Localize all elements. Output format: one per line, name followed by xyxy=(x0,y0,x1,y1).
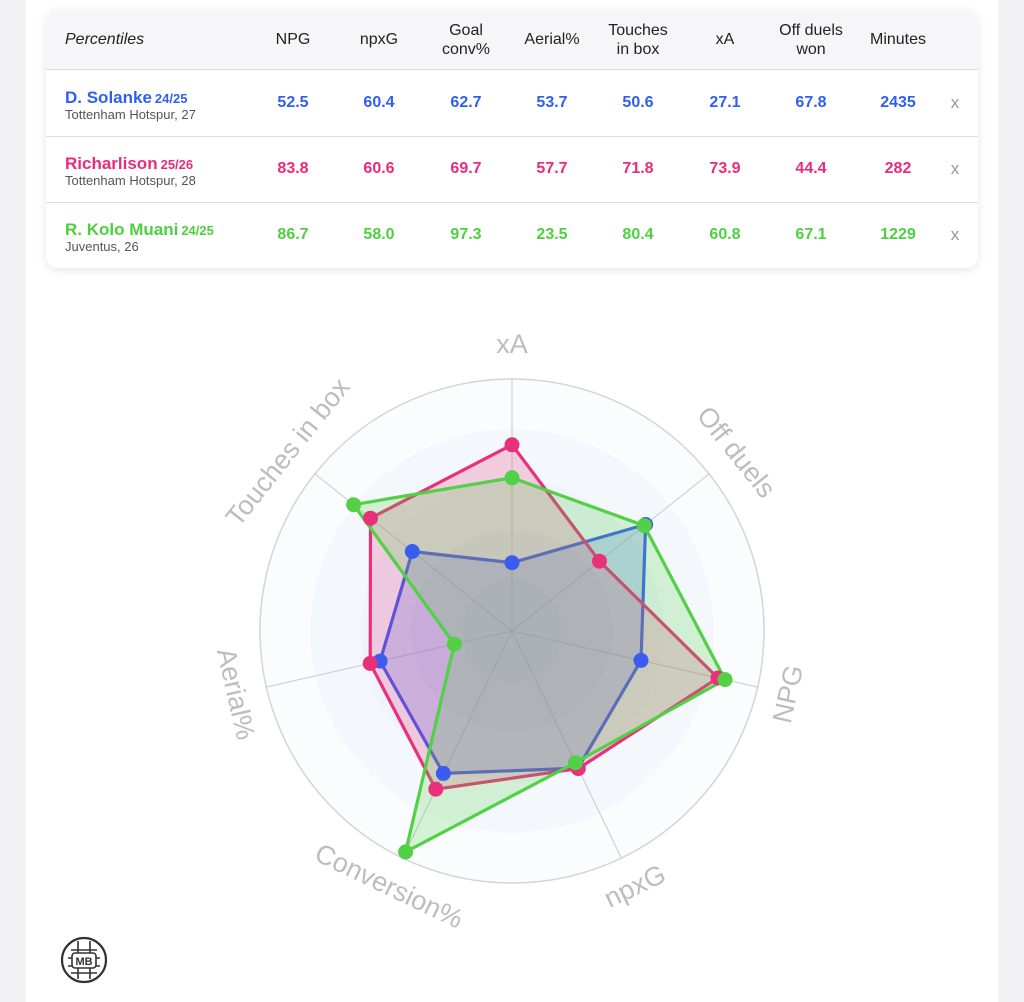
axis-label-5: Aerial% xyxy=(211,645,261,742)
radar-spoke-4 xyxy=(402,630,513,859)
cell-aerial: 23.5 xyxy=(536,226,568,243)
cell-goal-conv: 62.7 xyxy=(450,94,482,111)
logo-text: MB xyxy=(75,956,92,968)
cell-off-duels-won: 67.1 xyxy=(795,226,827,243)
data-point-2-0 xyxy=(504,470,520,486)
comparison-table: Percentiles NPG npxG Goal conv% Aerial% … xyxy=(46,10,978,268)
data-point-0-6 xyxy=(404,544,420,559)
player-name: D. Solanke 24/25 xyxy=(65,88,187,108)
data-point-2-2 xyxy=(717,672,733,688)
table-row-solanke: D. Solanke 24/25 Tottenham Hotspur, 27 52… xyxy=(46,70,978,137)
axis-label-3: npxG xyxy=(599,859,670,914)
player-season: 24/25 xyxy=(181,223,214,238)
header-aerial: Aerial% xyxy=(524,31,580,48)
cell-xa: 60.8 xyxy=(709,226,741,243)
axis-label-0: xA xyxy=(496,329,528,359)
remove-player-button[interactable]: x xyxy=(950,159,960,178)
cell-aerial: 57.7 xyxy=(536,160,568,177)
cell-minutes: 282 xyxy=(884,160,912,177)
data-point-1-6 xyxy=(363,510,378,526)
remove-player-button[interactable]: x xyxy=(950,225,960,244)
table-header: Percentiles NPG npxG Goal conv% Aerial% … xyxy=(46,10,978,70)
header-percentiles: Percentiles xyxy=(65,31,145,48)
player-club: Tottenham Hotspur, 28 xyxy=(65,173,196,188)
data-point-2-6 xyxy=(346,497,362,513)
cell-npxg: 60.4 xyxy=(363,94,395,111)
radar-spoke-3 xyxy=(511,630,622,859)
player-name: Richarlison 25/26 xyxy=(65,154,193,174)
data-point-1-4 xyxy=(428,781,444,797)
header-touches-in-box: Touches in box xyxy=(608,21,668,58)
cell-goal-conv: 97.3 xyxy=(450,226,482,243)
header-npxg: npxG xyxy=(359,31,399,48)
cell-goal-conv: 69.7 xyxy=(450,160,482,177)
data-point-0-4 xyxy=(435,765,451,781)
cell-touches-in-box: 71.8 xyxy=(622,160,654,177)
cell-npxg: 58.0 xyxy=(363,226,395,243)
player-name-text: R. Kolo Muani xyxy=(65,220,179,239)
data-point-1-1 xyxy=(592,553,607,569)
series-area-1 xyxy=(368,443,720,791)
radar-spoke-5 xyxy=(266,630,513,688)
data-point-2-4 xyxy=(398,844,414,860)
cell-xa: 27.1 xyxy=(709,94,741,111)
data-point-1-5 xyxy=(362,655,378,671)
cell-touches-in-box: 80.4 xyxy=(622,226,654,243)
radar-spoke-1 xyxy=(511,473,710,632)
cell-aerial: 53.7 xyxy=(536,94,568,111)
data-point-2-1 xyxy=(636,518,652,534)
player-club: Juventus, 26 xyxy=(65,239,139,254)
cell-off-duels-won: 44.4 xyxy=(795,160,827,177)
player-name-text: Richarlison xyxy=(65,154,158,173)
cell-off-duels-won: 67.8 xyxy=(795,94,827,111)
data-point-0-2 xyxy=(633,652,649,668)
player-name-text: D. Solanke xyxy=(65,88,152,107)
cell-npxg: 60.6 xyxy=(363,160,395,177)
cell-npg: 86.7 xyxy=(277,226,309,243)
table-row-richarlison: Richarlison 25/26 Tottenham Hotspur, 28 8… xyxy=(46,136,978,203)
data-point-0-0 xyxy=(504,555,520,571)
player-season: 25/26 xyxy=(160,157,194,172)
cell-npg: 83.8 xyxy=(277,160,309,177)
data-point-2-5 xyxy=(446,636,462,652)
header-off-duels-won: Off duels won xyxy=(779,21,843,58)
series-area-0 xyxy=(378,522,648,776)
data-point-2-3 xyxy=(567,755,583,771)
table-row-kolo-muani: R. Kolo Muani 24/25 Juventus, 26 86.7 58.… xyxy=(46,202,978,268)
mb-logo: MB xyxy=(60,936,108,984)
header-npg: NPG xyxy=(275,31,311,48)
data-point-1-0 xyxy=(504,437,520,453)
cell-touches-in-box: 50.6 xyxy=(622,94,654,111)
player-season: 24/25 xyxy=(154,91,188,106)
header-xa: xA xyxy=(715,31,735,48)
player-name: R. Kolo Muani 24/25 xyxy=(65,220,214,240)
cell-minutes: 1229 xyxy=(880,226,916,243)
header-goal-conv: Goal conv% xyxy=(441,21,491,58)
cell-xa: 73.9 xyxy=(709,160,741,177)
cell-npg: 52.5 xyxy=(277,94,309,111)
header-minutes: Minutes xyxy=(869,31,927,48)
axis-label-2: NPG xyxy=(767,662,809,726)
player-club: Tottenham Hotspur, 27 xyxy=(65,107,196,122)
series-area-2 xyxy=(352,476,727,854)
cell-minutes: 2435 xyxy=(880,94,916,111)
remove-player-button[interactable]: x xyxy=(950,93,960,112)
